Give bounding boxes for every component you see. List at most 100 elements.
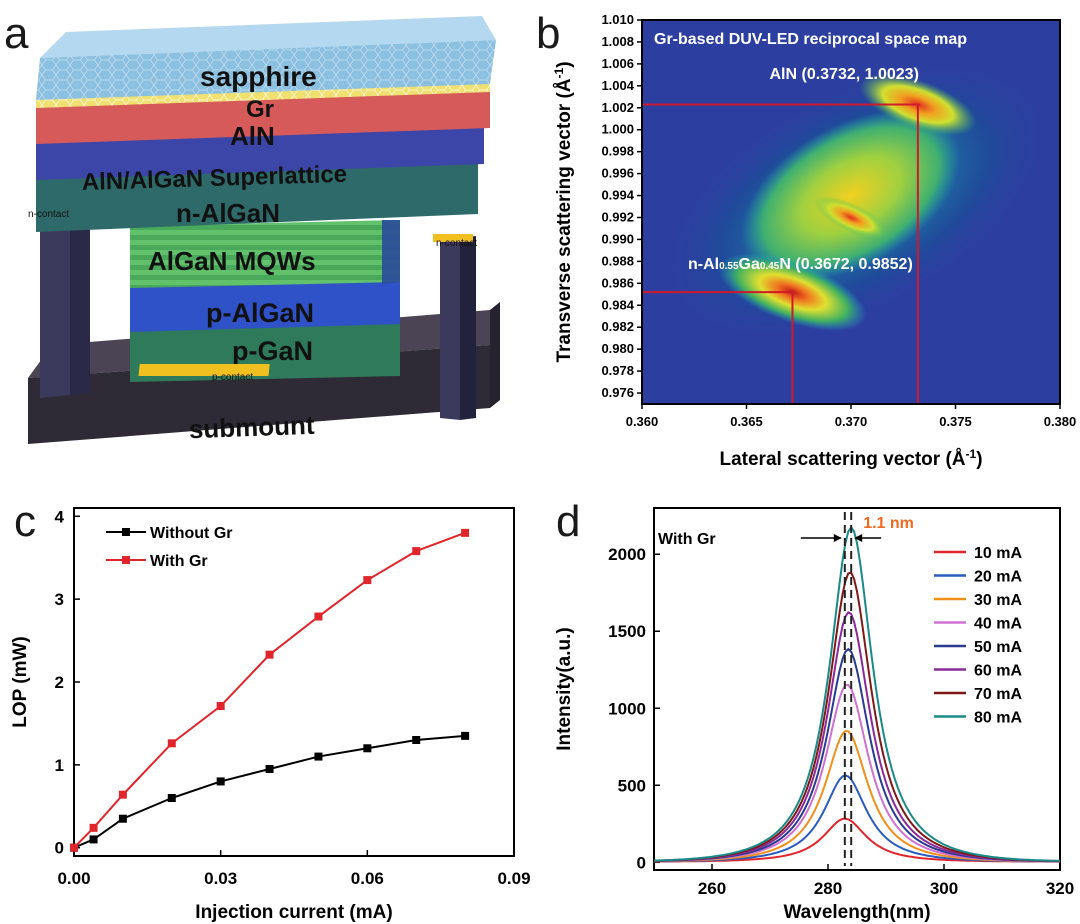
- p-contact-pad: [138, 364, 270, 376]
- panel-a-label: a: [4, 9, 29, 58]
- el-y-axis-title: Intensity(a.u.): [554, 627, 575, 751]
- rsm-y-tick-label: 1.006: [601, 56, 634, 71]
- peak-label-aln: AlN (0.3732, 1.0023): [769, 66, 918, 83]
- rsm-y-axis-title-sup: -1: [552, 67, 566, 78]
- layer-mqws: AlGaN MQWs: [130, 220, 400, 288]
- p-contact-label: p-contact: [212, 372, 253, 383]
- rsm-x-axis-title: Lateral scattering vector (Å-1): [719, 447, 982, 470]
- rsm-y-tick-label: 0.994: [601, 188, 634, 203]
- lop-y-axis-title: LOP (mW): [10, 636, 31, 727]
- lop-point-1: [167, 739, 176, 748]
- layer-aln-label: AlN: [230, 121, 275, 151]
- rsm-title: Gr-based DUV-LED reciprocal space map: [654, 31, 967, 48]
- lop-point-1: [265, 650, 274, 659]
- panel-d-label: d: [556, 497, 580, 546]
- peak-label-n-algan-sub1: 0.55: [719, 261, 739, 272]
- rsm-y-tick-label: 0.988: [601, 253, 634, 268]
- rsm-y-tick-label: 0.978: [601, 363, 634, 378]
- lop-point-0: [461, 731, 470, 740]
- rsm-y-tick-label: 1.004: [601, 78, 634, 93]
- lop-point-0: [118, 814, 127, 823]
- lop-y-tick-label: 2: [55, 673, 64, 692]
- rsm-y-tick-label: 1.008: [601, 34, 634, 49]
- right-pillar: n-contact: [433, 234, 477, 420]
- rsm-x-axis-title-end: ): [976, 449, 982, 470]
- layer-sapphire: sapphire: [36, 16, 496, 100]
- lop-series-line-0: [73, 734, 466, 849]
- lop-point-1: [412, 547, 421, 556]
- peak-label-n-algan: n-Al0.55Ga0.45N (0.3672, 0.9852): [688, 256, 913, 273]
- el-legend-label-4: 50 mA: [974, 639, 1022, 656]
- el-x-tick-label: 320: [1046, 879, 1074, 898]
- lop-legend-marker-0: [122, 528, 130, 536]
- rsm-y-axis-title-main: Transverse scattering vector (Å: [554, 78, 575, 362]
- rsm-x-tick-label: 0.375: [939, 414, 972, 429]
- el-legend-label-5: 60 mA: [974, 663, 1022, 680]
- panel-c: c 0.00 0.03 0.06 0.09 0 1 2 3 4 Without Gr With Gr…: [10, 497, 531, 923]
- el-y-tick-label: 2000: [608, 545, 646, 564]
- el-frame: [653, 507, 1061, 871]
- lop-y-tick-label: 1: [55, 756, 64, 775]
- shift-arrowhead-right: [854, 534, 863, 542]
- layer-graphene: Gr: [36, 82, 490, 123]
- lop-legend-marker-1: [122, 556, 130, 564]
- lop-legend-label-1: With Gr: [150, 553, 208, 570]
- rsm-x-tick-label: 0.380: [1044, 414, 1077, 429]
- peak-label-n-algan-sub2: 0.45: [760, 261, 780, 272]
- el-legend-label-3: 40 mA: [974, 616, 1022, 633]
- lop-point-0: [167, 794, 176, 802]
- el-spectrum-4: [654, 647, 1060, 863]
- panel-a: a submount n-contact p-GaN p-contact: [4, 9, 500, 444]
- rsm-y-tick-label: 0.976: [601, 385, 634, 400]
- el-spectrum-1: [653, 774, 1060, 863]
- el-y-tick-label: 0: [637, 853, 646, 872]
- rsm-center-blob: [741, 110, 961, 281]
- rsm-x-tick-label: 0.360: [626, 414, 659, 429]
- rsm-y-tick-label: 1.010: [601, 12, 634, 27]
- el-spectrum-0: [654, 817, 1060, 863]
- lop-point-1: [70, 843, 78, 852]
- lop-point-0: [363, 744, 372, 753]
- rsm-x-tick-label: 0.370: [835, 414, 868, 429]
- layer-n-algan: n-AlGaN: [36, 162, 478, 232]
- lop-point-1: [216, 702, 225, 711]
- lop-point-0: [265, 765, 274, 773]
- shift-arrowhead-left: [833, 534, 842, 542]
- lop-x-tick-label: 0.06: [351, 869, 384, 888]
- el-legend-label-0: 10 mA: [974, 545, 1022, 562]
- el-y-tick-label: 1000: [608, 699, 646, 718]
- rsm-y-tick-label: 0.990: [601, 231, 634, 246]
- el-x-axis-title: Wavelength(nm): [783, 902, 930, 923]
- el-x-tick-label: 280: [814, 879, 842, 898]
- lop-point-1: [89, 823, 98, 832]
- lop-point-0: [314, 752, 323, 761]
- peak-label-n-algan-mid: Ga: [739, 256, 760, 273]
- rsm-y-tick-label: 1.000: [601, 122, 634, 137]
- lop-x-tick-label: 0.03: [204, 869, 237, 888]
- el-y-tick-label: 500: [618, 776, 646, 795]
- rsm-plot: [642, 20, 1060, 404]
- el-x-tick-label: 300: [930, 879, 958, 898]
- lop-point-1: [118, 790, 127, 799]
- lop-point-0: [412, 736, 421, 744]
- rsm-y-tick-label: 0.998: [601, 144, 634, 159]
- layer-mqws-label: AlGaN MQWs: [148, 246, 316, 276]
- layer-p-gan-label: p-GaN: [232, 336, 313, 366]
- panel-d: d 260 280 300 320 0 500 1000 1500 2000 10 mA 20 mA…: [554, 497, 1074, 923]
- el-legend-label-7: 80 mA: [974, 710, 1022, 727]
- lop-y-tick-label: 3: [55, 590, 64, 609]
- rsm-y-tick-label: 1.002: [601, 100, 634, 115]
- layer-n-algan-label: n-AlGaN: [176, 198, 280, 228]
- layer-p-algan: p-AlGaN: [130, 280, 400, 332]
- lop-point-0: [89, 835, 98, 844]
- panel-b: b Gr-based DUV-LED reciprocal space map …: [536, 9, 1077, 470]
- layer-sapphire-label: sapphire: [200, 61, 317, 92]
- rsm-center-peak: [814, 196, 888, 239]
- lop-series-line-1: [73, 531, 466, 849]
- lop-x-tick-label: 0.09: [497, 869, 530, 888]
- lop-point-0: [216, 777, 225, 786]
- submount-label: submount: [188, 410, 315, 444]
- rsm-x-tick-label: 0.365: [730, 414, 763, 429]
- el-legend-label-2: 30 mA: [974, 592, 1022, 609]
